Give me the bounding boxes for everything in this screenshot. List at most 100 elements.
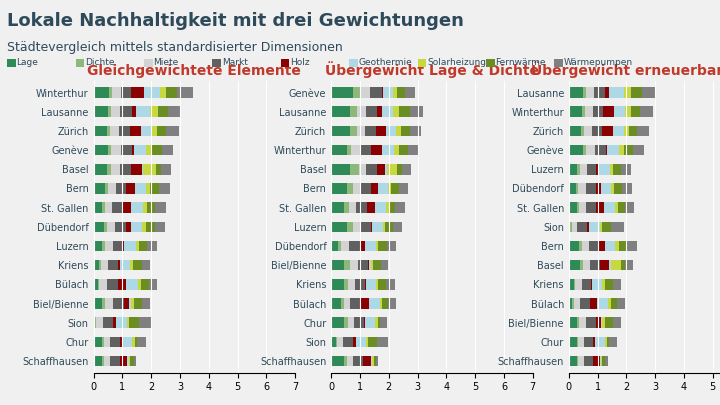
Bar <box>94 337 102 347</box>
Bar <box>102 241 104 251</box>
Bar <box>385 222 393 232</box>
Bar <box>609 87 624 98</box>
Bar <box>369 260 371 271</box>
Bar <box>586 183 596 194</box>
Bar <box>116 318 127 328</box>
Bar <box>387 279 395 290</box>
Bar <box>354 183 361 194</box>
Bar <box>603 202 615 213</box>
Bar <box>582 107 585 117</box>
Bar <box>574 298 580 309</box>
Bar <box>410 126 420 136</box>
Bar <box>601 356 603 367</box>
Bar <box>374 202 386 213</box>
Bar <box>594 87 605 98</box>
Text: Miete: Miete <box>153 58 179 67</box>
Bar <box>624 145 633 156</box>
Bar <box>94 241 102 251</box>
Bar <box>99 279 107 290</box>
Bar <box>365 279 366 290</box>
Bar <box>363 356 371 367</box>
Bar <box>133 260 142 271</box>
Bar <box>137 337 145 347</box>
Bar <box>354 222 361 232</box>
Bar <box>382 298 388 309</box>
Bar <box>138 279 140 290</box>
Bar <box>158 183 170 194</box>
Bar <box>344 356 347 367</box>
Bar <box>569 241 579 251</box>
Bar <box>107 164 111 175</box>
Bar <box>379 279 387 290</box>
Bar <box>349 202 356 213</box>
Bar <box>360 145 371 156</box>
Bar <box>120 107 132 117</box>
Bar <box>331 107 350 117</box>
Bar <box>625 260 633 271</box>
Bar <box>108 260 118 271</box>
Bar <box>613 107 625 117</box>
Bar <box>642 87 655 98</box>
Bar <box>377 337 388 347</box>
Bar <box>102 202 104 213</box>
Bar <box>351 145 360 156</box>
Bar <box>625 107 631 117</box>
Bar <box>379 241 387 251</box>
Bar <box>593 356 600 367</box>
Bar <box>603 126 613 136</box>
Bar <box>112 87 121 98</box>
Bar <box>344 260 351 271</box>
Bar <box>122 337 132 347</box>
Bar <box>350 164 359 175</box>
Bar <box>139 318 150 328</box>
Bar <box>338 241 341 251</box>
Bar <box>396 126 400 136</box>
Bar <box>143 202 147 213</box>
Bar <box>386 126 396 136</box>
Bar <box>110 356 120 367</box>
Bar <box>590 298 598 309</box>
Bar <box>613 126 624 136</box>
Bar <box>371 183 378 194</box>
Bar <box>343 337 354 347</box>
Text: Dichte: Dichte <box>85 58 114 67</box>
Bar <box>585 126 593 136</box>
Bar <box>353 356 363 367</box>
Bar <box>110 337 120 347</box>
Bar <box>370 87 382 98</box>
Bar <box>569 260 580 271</box>
Bar <box>161 164 171 175</box>
Bar <box>152 126 157 136</box>
Bar <box>611 260 621 271</box>
Bar <box>331 183 347 194</box>
Bar <box>143 298 150 309</box>
Bar <box>570 222 572 232</box>
Bar <box>120 356 127 367</box>
Bar <box>107 126 110 136</box>
Bar <box>577 356 578 367</box>
Bar <box>331 87 353 98</box>
Text: Fernwärme: Fernwärme <box>495 58 546 67</box>
Bar <box>94 145 108 156</box>
Bar <box>405 87 415 98</box>
Bar <box>94 356 102 367</box>
Bar <box>104 298 112 309</box>
Bar <box>605 87 609 98</box>
Bar <box>577 164 580 175</box>
Bar <box>372 356 374 367</box>
Bar <box>629 126 637 136</box>
Bar <box>130 298 131 309</box>
Text: Geothermie: Geothermie <box>359 58 413 67</box>
Bar <box>376 356 379 367</box>
Bar <box>145 222 155 232</box>
Text: Holz: Holz <box>290 58 310 67</box>
Bar <box>584 337 593 347</box>
Bar <box>138 241 147 251</box>
Bar <box>104 337 110 347</box>
Bar <box>331 298 341 309</box>
Bar <box>365 318 375 328</box>
Bar <box>94 202 102 213</box>
Bar <box>123 202 131 213</box>
Bar <box>108 183 116 194</box>
Bar <box>354 337 356 347</box>
